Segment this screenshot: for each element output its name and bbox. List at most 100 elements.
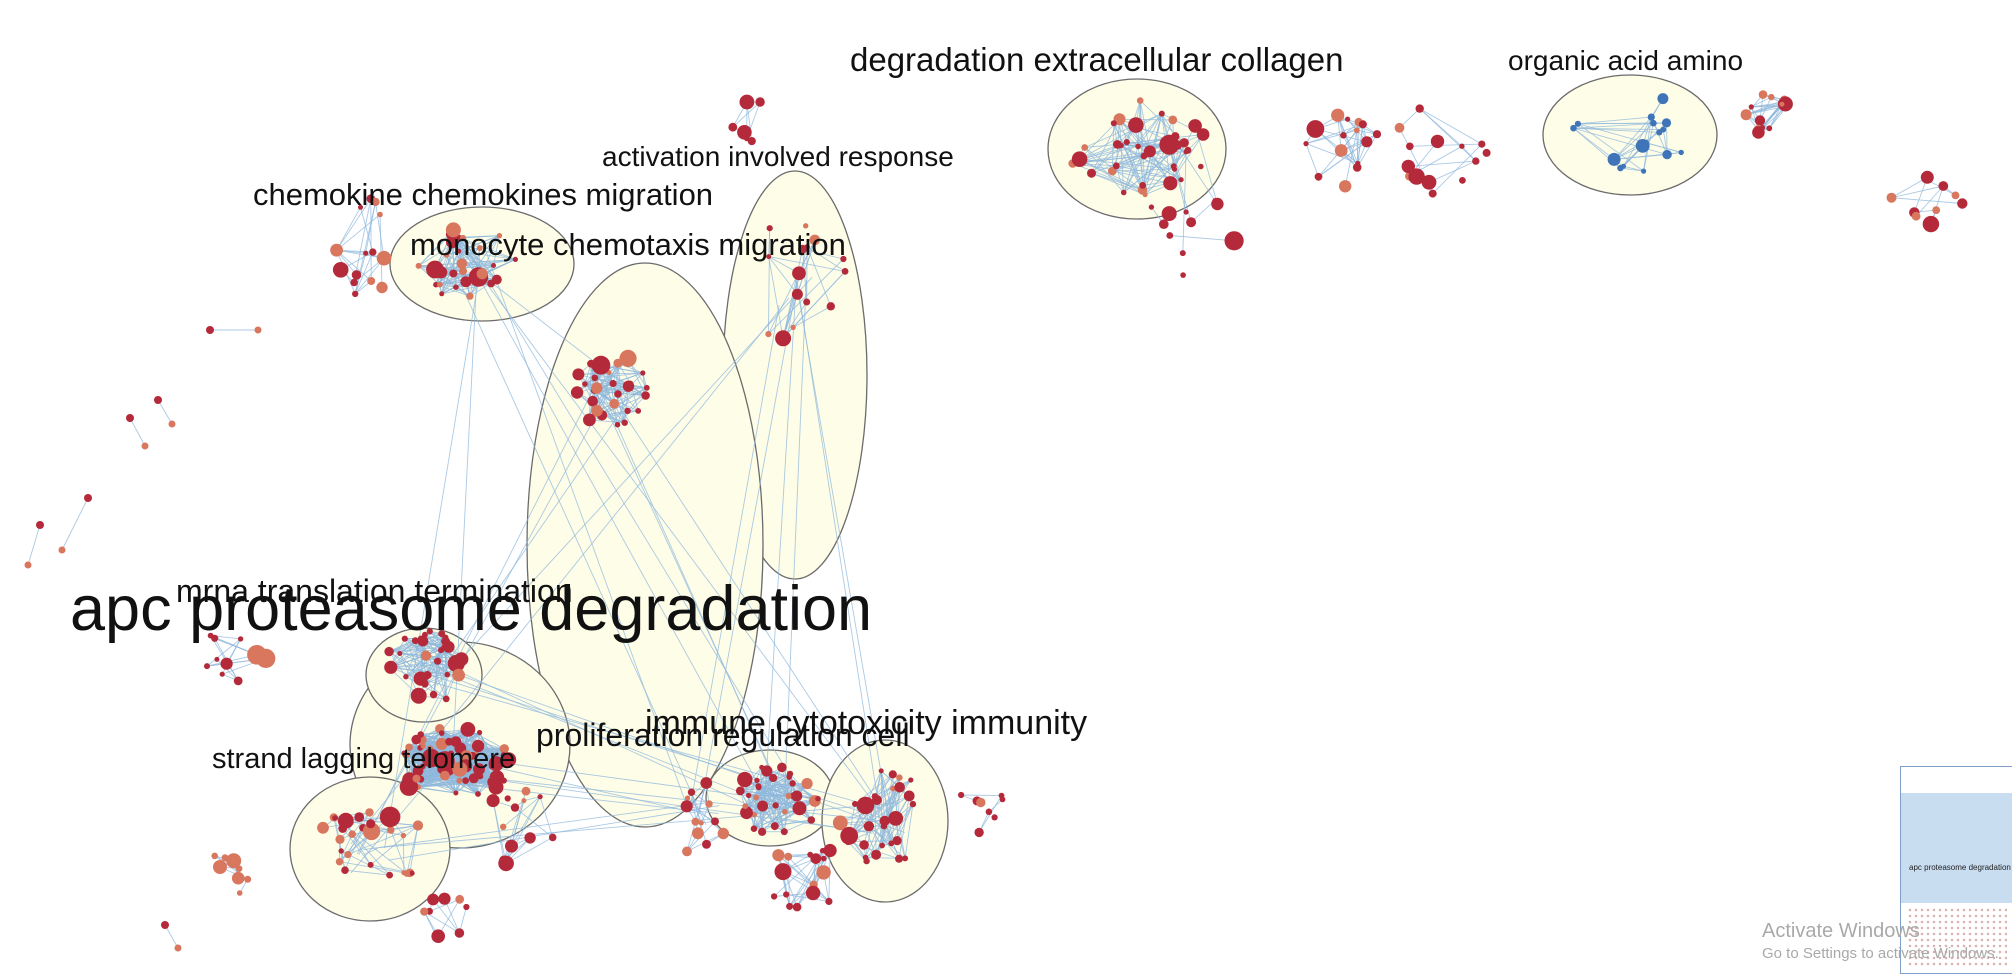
network-node[interactable] [366,819,375,828]
network-node[interactable] [204,663,210,669]
network-node[interactable] [1650,120,1657,127]
overview-viewport[interactable] [1901,793,2012,903]
network-node[interactable] [220,672,225,677]
network-node[interactable] [864,821,874,831]
network-node[interactable] [1335,144,1348,157]
network-node[interactable] [1144,145,1156,157]
network-node[interactable] [591,382,602,393]
network-node[interactable] [1118,143,1124,149]
network-node[interactable] [803,299,810,306]
network-node[interactable] [416,263,422,269]
network-node[interactable] [206,326,214,334]
network-node[interactable] [787,771,793,777]
network-node[interactable] [236,865,243,872]
network-node[interactable] [1952,192,1960,200]
network-node[interactable] [895,855,903,863]
network-node[interactable] [459,267,467,275]
network-node[interactable] [354,812,364,822]
network-node[interactable] [1111,120,1117,126]
network-node[interactable] [1422,175,1437,190]
network-node[interactable] [1180,272,1186,278]
network-node[interactable] [1121,190,1127,196]
network-node[interactable] [461,722,476,737]
network-node[interactable] [758,828,766,836]
network-node[interactable] [842,268,849,275]
network-node[interactable] [524,832,535,843]
network-node[interactable] [772,849,784,861]
network-node[interactable] [1159,135,1179,155]
network-node[interactable] [154,396,162,404]
network-node[interactable] [635,408,641,414]
network-node[interactable] [384,647,393,656]
network-node[interactable] [1921,171,1934,184]
network-node[interactable] [36,521,44,529]
network-node[interactable] [879,843,885,849]
network-node[interactable] [742,803,748,809]
network-node[interactable] [765,331,771,337]
network-node[interactable] [1648,114,1655,121]
network-node[interactable] [333,262,349,278]
network-node[interactable] [1679,150,1684,155]
network-node[interactable] [1923,216,1939,232]
network-node[interactable] [401,833,406,838]
network-node[interactable] [806,886,820,900]
network-node[interactable] [622,420,628,426]
network-node[interactable] [692,818,700,826]
network-node[interactable] [792,266,806,280]
network-node[interactable] [1345,117,1350,122]
network-node[interactable] [418,678,423,683]
network-node[interactable] [1135,144,1141,150]
network-node[interactable] [1168,116,1177,125]
network-node[interactable] [587,396,598,407]
network-node[interactable] [910,801,916,807]
network-node[interactable] [840,827,858,845]
network-node[interactable] [462,777,469,784]
network-node[interactable] [1459,144,1464,149]
network-node[interactable] [641,391,650,400]
network-node[interactable] [1662,150,1671,159]
network-node[interactable] [430,691,438,699]
network-node[interactable] [439,730,445,736]
network-node[interactable] [1303,141,1308,146]
network-node[interactable] [511,803,519,811]
network-node[interactable] [1766,125,1772,131]
network-node[interactable] [377,251,392,266]
network-node[interactable] [1124,139,1130,145]
network-node[interactable] [700,777,712,789]
network-node[interactable] [232,872,245,885]
network-node[interactable] [718,828,729,839]
network-node[interactable] [491,263,496,268]
network-node[interactable] [908,777,913,782]
network-node[interactable] [1641,169,1646,174]
network-node[interactable] [785,793,791,799]
network-node[interactable] [1186,217,1196,227]
network-node[interactable] [1938,181,1948,191]
network-node[interactable] [610,380,617,387]
network-node[interactable] [498,856,514,872]
network-node[interactable] [25,562,32,569]
network-node[interactable] [1180,250,1186,256]
network-node[interactable] [1340,132,1347,139]
network-node[interactable] [175,945,182,952]
network-node[interactable] [1657,93,1668,104]
network-node[interactable] [126,414,134,422]
network-node[interactable] [367,277,375,285]
network-node[interactable] [1957,198,1967,208]
network-node[interactable] [779,333,787,341]
network-node[interactable] [1087,169,1096,178]
network-node[interactable] [1128,117,1144,133]
network-node[interactable] [1912,212,1921,221]
network-node[interactable] [1072,151,1088,167]
network-node[interactable] [808,816,816,824]
network-node[interactable] [387,826,394,833]
network-node[interactable] [234,677,243,686]
network-node[interactable] [816,865,830,879]
network-node[interactable] [871,850,881,860]
network-node[interactable] [1749,104,1754,109]
network-node[interactable] [341,866,349,874]
network-node[interactable] [336,858,343,865]
network-node[interactable] [889,770,897,778]
network-node[interactable] [397,651,402,656]
network-node[interactable] [769,774,777,782]
network-node[interactable] [377,212,383,218]
